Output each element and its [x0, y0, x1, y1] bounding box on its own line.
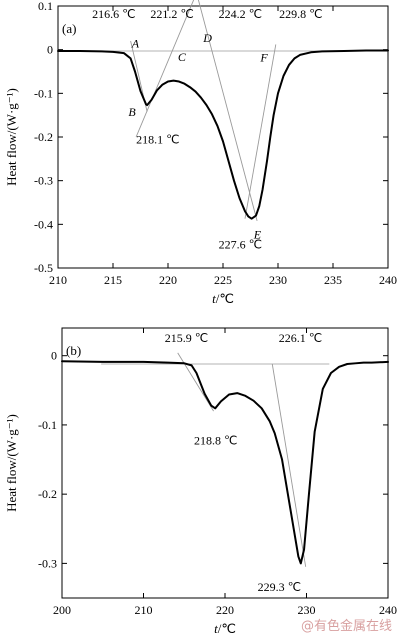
panel-b: 200 210 220 230 240 0 -0.1 -0.2 -0.3 215.9 ℃ 226.1…	[4, 327, 397, 636]
point-letter: C	[178, 50, 187, 64]
y-axis-title: Heat flow/(W·g⁻¹)	[4, 88, 19, 186]
point-letter: F	[259, 50, 268, 64]
heat-flow-curve	[57, 49, 389, 220]
panel-label: (b)	[66, 343, 81, 358]
tangent-line	[244, 44, 277, 219]
temperature-annotation: 218.1 ℃	[136, 133, 179, 147]
y-tick-label: -0.4	[34, 217, 53, 231]
x-tick-label: 230	[298, 603, 316, 617]
y-tick-label: -0.1	[38, 418, 57, 432]
temperature-annotation: 215.9 ℃	[165, 331, 208, 345]
x-tick-label: 220	[216, 603, 234, 617]
x-tick-label: 210	[135, 603, 153, 617]
tangent-line	[135, 0, 195, 138]
y-tick-label: -0.3	[38, 556, 57, 570]
x-tick-label: 240	[379, 603, 397, 617]
temperature-annotation: 229.8 ℃	[279, 7, 322, 21]
point-letter: E	[253, 227, 262, 241]
x-tick-label: 210	[49, 273, 67, 287]
x-tick-label: 225	[214, 273, 232, 287]
y-tick-label: -0.2	[38, 487, 57, 501]
watermark: @有色金属在线	[300, 619, 392, 634]
x-axis-unit: /℃	[218, 621, 236, 636]
tangent-line	[177, 352, 214, 412]
tangent-line	[271, 363, 307, 567]
y-tick-label: -0.1	[34, 86, 53, 100]
temperature-annotation: 227.6 ℃	[219, 237, 262, 251]
heat-flow-curve	[61, 360, 389, 565]
point-letter: B	[128, 105, 136, 119]
panel-label: (a)	[62, 21, 76, 36]
panel-a: 210 215 220 225 230 235 240 0.1 0 -0.1 -0.2 -0.3 -0.…	[4, 0, 397, 306]
y-tick-label: -0.3	[34, 174, 53, 188]
temperature-annotation: 216.6 ℃	[92, 7, 135, 21]
y-tick-label: 0	[47, 43, 53, 57]
plot-frame	[61, 327, 389, 599]
temperature-annotation: 229.3 ℃	[258, 580, 301, 594]
temperature-annotation: 224.2 ℃	[219, 7, 262, 21]
x-axis-var: t	[212, 291, 216, 306]
point-letter: D	[202, 31, 212, 45]
x-tick-label: 220	[159, 273, 177, 287]
x-axis-title: t/℃	[214, 621, 236, 636]
y-tick-label: -0.5	[34, 261, 53, 275]
x-axis-title: t/℃	[212, 291, 234, 306]
x-tick-label: 230	[269, 273, 287, 287]
x-axis-unit: /℃	[216, 291, 234, 306]
y-tick-label: 0.1	[38, 0, 53, 13]
point-letter: A	[131, 36, 140, 50]
x-tick-label: 200	[53, 603, 71, 617]
plot-frame	[57, 5, 389, 269]
x-axis-var: t	[214, 621, 218, 636]
y-tick-label: -0.2	[34, 130, 53, 144]
y-axis-title: Heat flow/(W·g⁻¹)	[4, 414, 19, 512]
x-tick-label: 215	[104, 273, 122, 287]
temperature-annotation: 226.1 ℃	[279, 331, 322, 345]
temperature-annotation: 221.2 ℃	[150, 7, 193, 21]
x-tick-label: 235	[324, 273, 342, 287]
tangent-line	[197, 0, 258, 221]
temperature-annotation: 218.8 ℃	[194, 433, 237, 447]
y-tick-label: 0	[51, 349, 57, 363]
x-tick-label: 240	[379, 273, 397, 287]
